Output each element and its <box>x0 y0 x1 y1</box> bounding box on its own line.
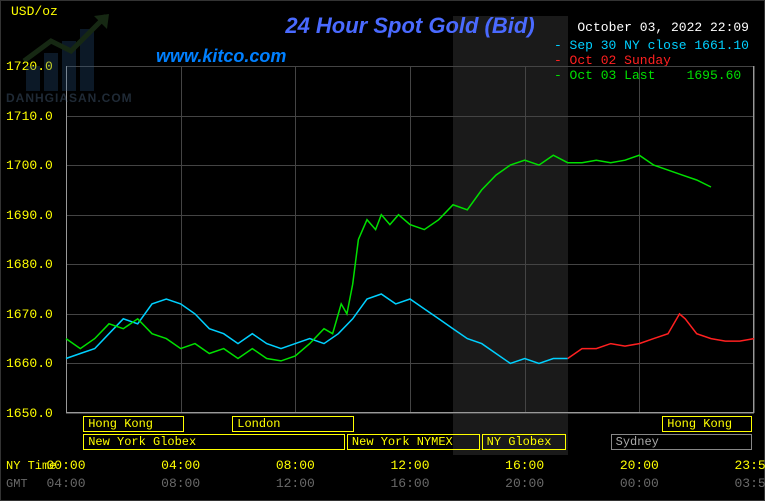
y-tick: 1700.0 <box>6 158 53 173</box>
y-tick: 1680.0 <box>6 257 53 272</box>
y-tick: 1660.0 <box>6 356 53 371</box>
ny-time-label: NY Time <box>6 459 56 473</box>
x-tick-gmt: 03:59 <box>734 476 765 491</box>
chart-frame: DANHGIASAN.COM 24 Hour Spot Gold (Bid) w… <box>0 0 765 501</box>
y-tick: 1690.0 <box>6 208 53 223</box>
watermark-text: DANHGIASAN.COM <box>6 91 133 105</box>
series-oct03 <box>66 155 711 361</box>
chart-lines <box>66 16 754 455</box>
grid-v <box>754 66 755 413</box>
x-tick-gmt: 16:00 <box>390 476 429 491</box>
market-band: Sydney <box>611 434 752 450</box>
y-axis-unit: USD/oz <box>11 4 58 19</box>
x-tick-ny: 12:00 <box>390 458 429 473</box>
market-band: New York Globex <box>83 434 345 450</box>
y-tick: 1720.0 <box>6 59 53 74</box>
x-tick-ny: 04:00 <box>161 458 200 473</box>
x-tick-gmt: 12:00 <box>276 476 315 491</box>
x-tick-ny: 20:00 <box>620 458 659 473</box>
market-band: London <box>232 416 353 432</box>
x-tick-gmt: 04:00 <box>46 476 85 491</box>
x-tick-ny: 08:00 <box>276 458 315 473</box>
series-sep30 <box>66 294 568 363</box>
market-band: Hong Kong <box>83 416 184 432</box>
x-tick-gmt: 08:00 <box>161 476 200 491</box>
market-band: Hong Kong <box>662 416 752 432</box>
x-tick-ny: 23:59 <box>734 458 765 473</box>
market-band: New York NYMEX <box>347 434 480 450</box>
plot-area: 24 Hour Spot Gold (Bid) www.kitco.com Oc… <box>66 16 754 455</box>
x-tick-gmt: 20:00 <box>505 476 544 491</box>
series-oct02 <box>568 314 754 359</box>
market-band: NY Globex <box>482 434 566 450</box>
x-tick-ny: 16:00 <box>505 458 544 473</box>
y-tick: 1710.0 <box>6 109 53 124</box>
y-tick: 1670.0 <box>6 307 53 322</box>
y-tick: 1650.0 <box>6 406 53 421</box>
gmt-label: GMT <box>6 477 28 491</box>
x-tick-gmt: 00:00 <box>620 476 659 491</box>
